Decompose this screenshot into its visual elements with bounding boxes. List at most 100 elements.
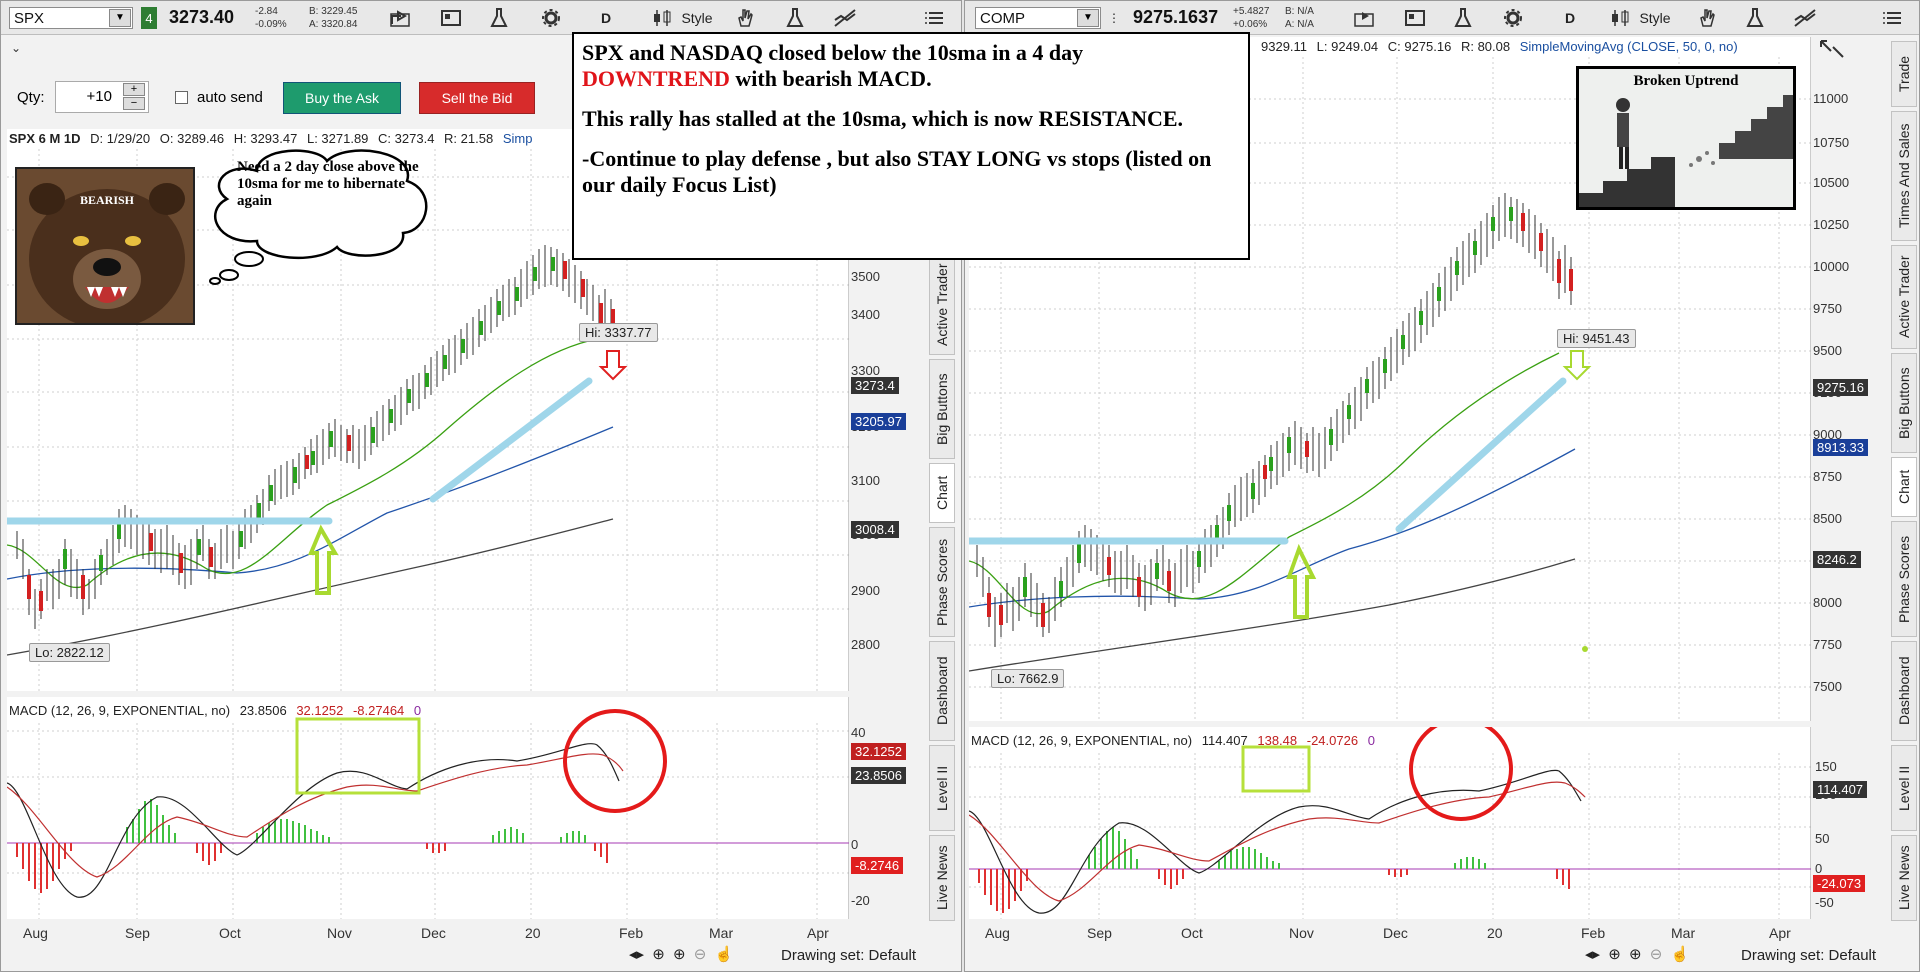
menu-icon[interactable] [921, 6, 949, 30]
link-badge[interactable]: 4 [141, 7, 157, 29]
style-menu[interactable]: Style [681, 10, 713, 26]
gear-icon[interactable] [1499, 6, 1527, 30]
auto-send-label: auto send [197, 89, 263, 106]
header-date: D: 1/29/20 [90, 131, 151, 146]
lo-tag: Lo: 2822.12 [29, 643, 110, 662]
x-tick: Sep [1087, 925, 1112, 941]
tab-big-buttons[interactable]: Big Buttons [1891, 353, 1917, 453]
comp-toolbar: COMP ▼ ⋮ 9275.1637 +5.4827 +0.06% B: N/A… [965, 1, 1919, 35]
zoom-in-icon[interactable]: ⊕ [1628, 946, 1642, 963]
x-tick: Apr [807, 925, 829, 941]
header-close: C: 9275.16 [1387, 39, 1452, 54]
news-icon[interactable] [1401, 6, 1429, 30]
sma200-badge: 8246.2 [1813, 551, 1861, 568]
zoom-in-icon[interactable]: ⊕ [672, 946, 686, 963]
bear-label: BEARISH [79, 193, 135, 207]
share-icon[interactable] [1351, 6, 1379, 30]
x-tick: Mar [1671, 925, 1696, 941]
news-icon[interactable] [437, 6, 465, 30]
tab-active-trader[interactable]: Active Trader [1891, 245, 1917, 349]
share-icon[interactable] [387, 6, 415, 30]
symbol-dropdown-icon[interactable]: ▼ [1077, 9, 1099, 27]
annotation-line-2: with bearish MACD. [729, 66, 932, 91]
scroll-left-icon[interactable]: ◂▸ [629, 946, 645, 963]
symbol-input[interactable]: SPX [9, 7, 133, 29]
scroll-left-icon[interactable]: ◂▸ [1585, 946, 1601, 963]
zoom-out-icon[interactable]: ⊖ [693, 946, 707, 963]
tab-level-ii[interactable]: Level II [929, 745, 955, 831]
tab-live-news[interactable]: Live News [1891, 835, 1917, 921]
qty-down-button[interactable]: − [123, 97, 145, 110]
drawing-set-label[interactable]: Drawing set: Default [781, 947, 917, 964]
tab-live-news[interactable]: Live News [929, 835, 955, 921]
macd-avg-badge: 32.1252 [851, 743, 906, 760]
y-tick: 8500 [1813, 511, 1842, 526]
tab-times-and-sales[interactable]: Times And Sales [1891, 111, 1917, 241]
symbol-dropdown-icon[interactable]: ▼ [109, 9, 131, 27]
tab-phase-scores[interactable]: Phase Scores [929, 527, 955, 637]
tab-chart[interactable]: Chart [929, 463, 955, 523]
sma50-badge: 8913.33 [1813, 439, 1868, 456]
flask-icon[interactable] [1449, 6, 1477, 30]
tab-active-trader[interactable]: Active Trader [929, 255, 955, 355]
studies-flask-icon[interactable] [1741, 6, 1769, 30]
auto-send-checkbox[interactable] [175, 91, 188, 104]
x-tick: Aug [23, 925, 48, 941]
crosshair-icon[interactable]: ⊕ [652, 946, 665, 963]
y-tick: 9000 [1813, 427, 1842, 442]
symbol-input[interactable]: COMP [975, 7, 1101, 29]
pan-hand-icon[interactable]: ☝ [714, 946, 734, 963]
comp-macd-chart[interactable]: MACD (12, 26, 9, EXPONENTIAL, no) 114.40… [969, 727, 1811, 919]
drawing-set-label[interactable]: Drawing set: Default [1741, 947, 1877, 964]
flask-icon[interactable] [485, 6, 513, 30]
hand-cursor-icon[interactable] [731, 6, 759, 30]
gear-icon[interactable] [537, 6, 565, 30]
candle-style-icon[interactable] [649, 6, 677, 30]
macd-y-tick: 0 [851, 837, 859, 852]
header-close: C: 3273.4 [378, 131, 435, 146]
spx-bottom-bar: ◂▸ ⊕ ⊕ ⊖ ☝ Drawing set: Default [629, 945, 959, 971]
spx-toolbar: SPX ▼ 4 3273.40 -2.84 -0.09% B: 3229.45 … [1, 1, 961, 35]
y-tick: 10000 [1813, 259, 1850, 274]
period-button[interactable]: D [600, 10, 612, 26]
x-tick: Mar [709, 925, 734, 941]
tab-dashboard[interactable]: Dashboard [1891, 641, 1917, 741]
tab-phase-scores[interactable]: Phase Scores [1891, 521, 1917, 637]
broken-uptrend-image: Broken Uptrend [1576, 66, 1796, 210]
period-button[interactable]: D [1564, 10, 1576, 26]
sma200-badge: 3008.4 [851, 521, 899, 538]
spx-macd-chart[interactable]: MACD (12, 26, 9, EXPONENTIAL, no) 23.850… [7, 697, 849, 919]
drawing-tools-icon[interactable] [831, 6, 859, 30]
header-low: L: 9249.04 [1316, 39, 1379, 54]
spx-macd-plot [7, 697, 849, 919]
tab-dashboard[interactable]: Dashboard [929, 641, 955, 741]
qty-up-button[interactable]: + [123, 83, 145, 96]
x-tick: Apr [1769, 925, 1791, 941]
tab-big-buttons[interactable]: Big Buttons [929, 359, 955, 459]
pan-hand-icon[interactable]: ☝ [1670, 946, 1690, 963]
x-tick: Nov [1289, 925, 1314, 941]
tab-level-ii[interactable]: Level II [1891, 745, 1917, 831]
bid-price: B: 3229.45 [309, 6, 358, 17]
drawing-tools-icon[interactable] [1791, 6, 1819, 30]
candle-style-icon[interactable] [1607, 6, 1635, 30]
style-menu[interactable]: Style [1639, 10, 1671, 26]
y-tick: 8000 [1813, 595, 1842, 610]
macd-value: 23.8506 [239, 703, 287, 718]
collapse-chevron-icon[interactable]: ⌄ [11, 41, 22, 55]
macd-avg-value: 32.1252 [296, 703, 344, 718]
crosshair-icon[interactable]: ⊕ [1608, 946, 1621, 963]
studies-flask-icon[interactable] [781, 6, 809, 30]
tab-trade[interactable]: Trade [1891, 41, 1917, 107]
menu-icon[interactable] [1879, 6, 1907, 30]
collapse-arrows-icon[interactable] [1817, 37, 1847, 61]
hand-cursor-icon[interactable] [1693, 6, 1721, 30]
buy-the-ask-button[interactable]: Buy the Ask [283, 82, 401, 114]
x-tick: Oct [1181, 925, 1203, 941]
link-icon[interactable]: ⋮ [1108, 11, 1120, 25]
sell-the-bid-button[interactable]: Sell the Bid [419, 82, 535, 114]
macd-y-tick: 0 [1815, 861, 1823, 876]
thought-bubble [209, 149, 428, 285]
zoom-out-icon[interactable]: ⊖ [1649, 946, 1663, 963]
tab-chart[interactable]: Chart [1891, 457, 1917, 517]
